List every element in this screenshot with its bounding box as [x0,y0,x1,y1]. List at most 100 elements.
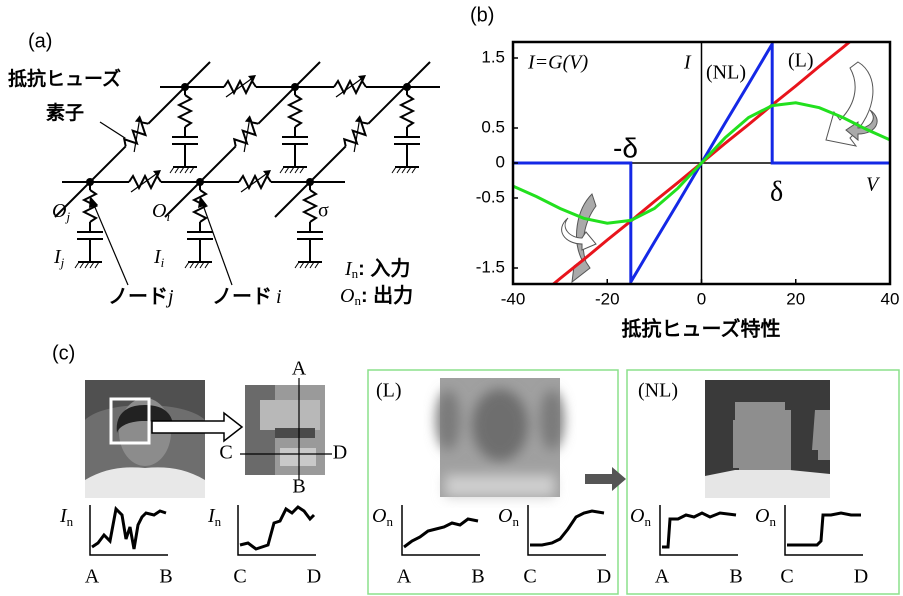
plot-x-end: B [729,566,742,588]
output-label: (L) [376,380,402,402]
crop-block [260,400,320,430]
profile-plots: InABInCDOnABOnCDOnABOnCD [59,505,868,588]
pointer [100,122,128,140]
subscript: n [644,514,651,529]
annotation: V [866,174,881,196]
ground-hatch [295,262,299,268]
annotation: I [683,52,692,74]
y-tick-label: -1.5 [476,257,505,276]
symbol: O [630,505,644,527]
plot-y-label: On [498,505,519,529]
pointer [94,205,128,285]
plot-x-end: B [471,566,484,588]
resistor [129,170,161,192]
resistor [239,170,271,192]
subscript: n [512,514,519,529]
resistor [289,95,301,127]
plot-y-label: On [755,505,776,529]
figure: (a) 抵抗ヒューズ 素子 Oj Ij Oi Ii σ ノードj ノードi In… [0,0,903,596]
circuit [55,62,440,268]
series-label: (L) [788,50,814,72]
node-label: ノードi [212,286,282,309]
subscript: i [161,255,165,270]
plot-x-start: C [780,566,793,588]
plot-y-label: On [630,505,651,529]
node-word: ノード [212,286,272,308]
plot-axes [785,505,863,555]
node-input: Ii [153,246,165,270]
pointer [203,205,232,285]
panel-label: (c) [52,342,75,364]
annotation: I=G(V) [527,52,588,74]
process-arrow [585,467,626,491]
symbol: O [340,285,354,307]
plot-x-start: C [233,566,246,588]
legend-text: : 出力 [361,284,413,307]
x-tick-label: 40 [881,289,900,308]
resistor [304,190,316,222]
flat-face [733,402,791,480]
blur-side [436,390,460,450]
profile-end: C [219,442,232,464]
node-output: Oi [152,200,170,224]
blur-face [472,389,528,461]
x-tick-label: 0 [697,289,706,308]
x-tick-label: 20 [786,289,805,308]
symbol: O [498,505,512,527]
element-label: 抵抗ヒューズ [8,67,121,90]
plot-x-end: D [854,566,868,588]
y-tick-label: -0.5 [476,187,505,206]
ground-hatch [170,167,174,173]
x-axis-label: 抵抗ヒューズ特性 [622,316,781,340]
plot-x-start: A [655,566,670,588]
panel-label: (b) [470,4,494,26]
plot-x-start: A [397,566,412,588]
x-tick-label: -20 [595,289,620,308]
symbol: O [52,200,66,222]
plot-x-end: D [307,566,321,588]
plot-x-start: A [85,566,100,588]
plot-y-label: On [372,505,393,529]
plot-y-label: In [207,505,222,529]
output-label: (NL) [638,380,678,402]
legend-entry: In: 入力 [344,257,410,281]
resistor [224,75,256,97]
panel-c: (c) A B C D (L) (NL) [52,342,899,594]
subscript: n [769,514,776,529]
profile-curve [92,509,166,549]
node-input: Ij [53,246,65,270]
blurred-face [436,389,564,497]
crop-block [275,428,315,438]
node-label: ノードj [108,286,174,309]
crop-block [280,448,316,466]
panel-label: (a) [28,30,52,52]
legend-entry: On: 出力 [340,284,413,308]
profile-curve [404,519,478,547]
profile-curve [662,513,736,547]
symbol: O [755,505,769,527]
photo-shirt [85,467,205,498]
ground-hatch [185,262,189,268]
legend-text: : 入力 [358,257,410,280]
node-word: ノード [108,286,168,308]
profile-end: A [292,358,307,380]
resistor [227,115,265,153]
series-label: (NL) [706,62,746,84]
ground-hatch [280,167,284,173]
node-index: i [276,286,282,308]
symbol: O [152,200,166,222]
subscript: n [386,514,393,529]
plot-x-end: B [159,566,172,588]
plot-axes [402,505,480,555]
profile-end: D [333,442,347,464]
ground-hatch [392,167,396,173]
resistor [334,75,366,97]
subscript: i [166,209,170,224]
y-tick-label: 1.5 [481,47,505,66]
profile-end: B [292,476,305,498]
subscript: n [67,514,74,529]
blur-side [540,390,564,450]
annotation: δ [770,176,783,207]
